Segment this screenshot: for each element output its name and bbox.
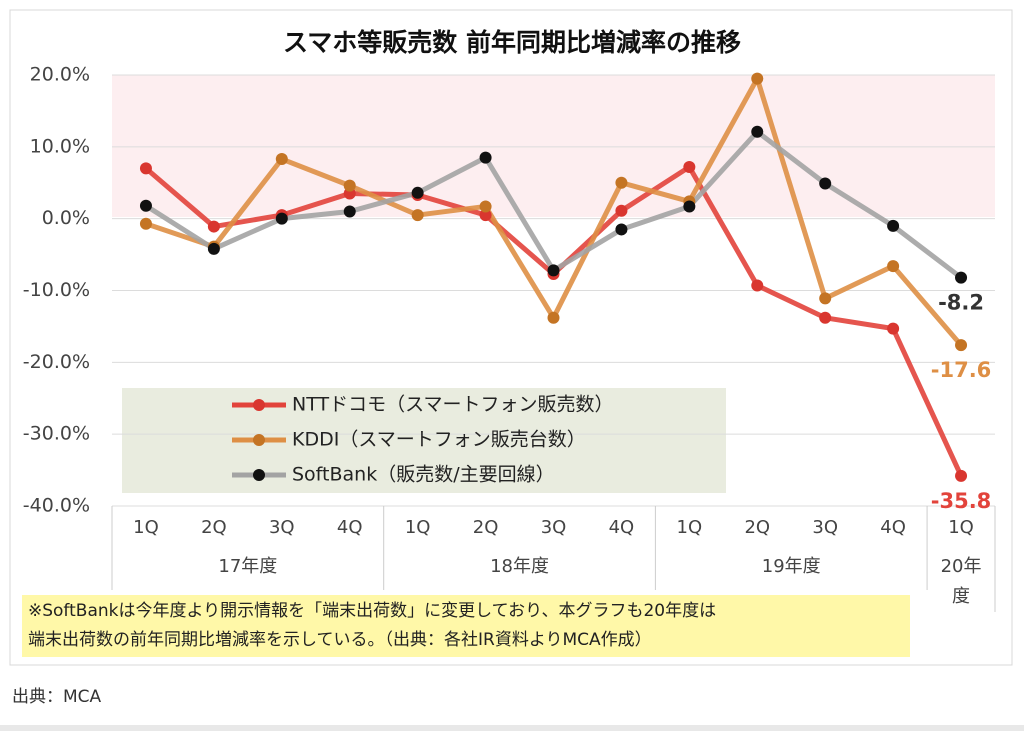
point (547, 311, 560, 324)
group-label: 20年度 (941, 556, 982, 607)
point (887, 322, 900, 335)
y-tick-label: -20.0% (23, 351, 90, 373)
point (139, 162, 152, 175)
legend-label: NTTドコモ（スマートフォン販売数） (292, 394, 614, 416)
point (683, 200, 696, 213)
point (955, 469, 968, 482)
group-label: 17年度 (218, 556, 277, 577)
point (751, 72, 764, 85)
point (411, 209, 424, 222)
point (139, 217, 152, 230)
legend-box (122, 388, 726, 493)
point (751, 125, 764, 138)
y-tick-label: -40.0% (23, 495, 90, 517)
x-tick-label: 1Q (405, 517, 431, 538)
point (479, 151, 492, 164)
source: 出典：MCA (12, 687, 102, 707)
x-tick-label: 2Q (201, 517, 227, 538)
legend-label: KDDI（スマートフォン販売台数） (292, 429, 586, 451)
note: 端末出荷数の前年同期比増減率を示している。（出典：各社IR資料よりMCA作成） (28, 630, 652, 650)
point (819, 311, 832, 324)
point (887, 219, 900, 232)
x-tick-label: 4Q (609, 517, 635, 538)
x-tick-label: 2Q (744, 517, 770, 538)
end-label: -35.8 (931, 489, 992, 513)
point (207, 220, 220, 233)
end-label: -17.6 (931, 358, 992, 382)
point (819, 292, 832, 305)
point (207, 242, 220, 255)
x-tick-label: 4Q (337, 517, 363, 538)
point (819, 177, 832, 190)
x-tick-label: 3Q (812, 517, 838, 538)
legend-label: SoftBank（販売数/主要回線） (292, 464, 555, 486)
point (547, 264, 560, 277)
point (615, 176, 628, 189)
group-label-line: 20年 (941, 556, 982, 577)
y-tick-label: -10.0% (23, 279, 90, 301)
x-tick-label: 1Q (948, 517, 974, 538)
end-label: -8.2 (938, 291, 984, 315)
x-tick-label: 3Q (541, 517, 567, 538)
point (275, 212, 288, 225)
group-label: 19年度 (762, 556, 821, 577)
point (343, 205, 356, 218)
point (887, 260, 900, 273)
x-tick-label: 1Q (133, 517, 159, 538)
point (343, 179, 356, 192)
note: ※SoftBankは今年度より開示情報を「端末出荷数」に変更しており、本グラフも… (28, 601, 716, 621)
group-label-line: 度 (952, 586, 970, 607)
legend-marker (253, 434, 265, 446)
point (479, 209, 492, 222)
point (479, 200, 492, 213)
point (139, 199, 152, 212)
y-tick-label: 0.0% (42, 207, 90, 229)
point (615, 204, 628, 217)
legend-marker (253, 399, 265, 411)
point (683, 160, 696, 173)
point (751, 279, 764, 292)
bottom-bar (0, 725, 1024, 731)
point (411, 186, 424, 199)
group-label: 18年度 (490, 556, 549, 577)
positive-band (112, 75, 995, 217)
x-tick-label: 2Q (473, 517, 499, 538)
legend-marker (253, 469, 265, 481)
x-tick-label: 1Q (677, 517, 703, 538)
y-tick-label: -30.0% (23, 423, 90, 445)
x-tick-label: 3Q (269, 517, 295, 538)
x-tick-label: 4Q (880, 517, 906, 538)
point (615, 223, 628, 236)
point (275, 153, 288, 166)
chart-title: スマホ等販売数 前年同期比増減率の推移 (283, 28, 741, 57)
point (955, 339, 968, 352)
note-box (22, 595, 910, 657)
y-tick-label: 10.0% (30, 135, 90, 157)
point (955, 271, 968, 284)
y-tick-label: 20.0% (30, 64, 90, 86)
